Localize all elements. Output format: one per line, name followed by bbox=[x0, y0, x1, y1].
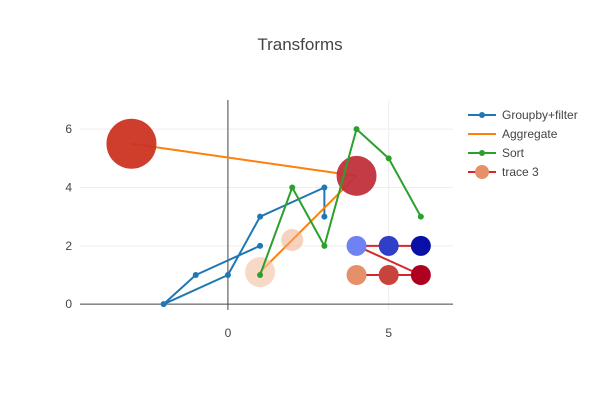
series-line bbox=[259, 128, 422, 276]
legend-label: trace 3 bbox=[502, 165, 539, 179]
point-marker bbox=[192, 272, 199, 278]
bubble-marker bbox=[378, 265, 399, 285]
point-marker bbox=[224, 272, 231, 278]
point-marker bbox=[385, 155, 392, 162]
series-segment bbox=[356, 244, 422, 276]
bubble-marker bbox=[378, 235, 399, 256]
series-sort bbox=[257, 126, 424, 278]
legend-item-aggregate: Aggregate bbox=[468, 127, 558, 141]
point-marker bbox=[257, 242, 264, 249]
point-marker bbox=[257, 213, 264, 220]
series-groupby-filter bbox=[160, 184, 328, 308]
legend-label: Aggregate bbox=[502, 127, 558, 141]
bubble-marker bbox=[106, 118, 157, 169]
axes: 0 2 4 6 0 5 bbox=[65, 100, 453, 340]
point-marker bbox=[321, 242, 328, 249]
series-aggregate bbox=[106, 118, 377, 288]
point-marker bbox=[289, 184, 296, 191]
legend: Groupby+filter Aggregate Sort trace 3 bbox=[468, 108, 578, 179]
legend-item-groupby-filter: Groupby+filter bbox=[468, 108, 578, 122]
legend-item-sort: Sort bbox=[468, 146, 525, 160]
y-tick-label: 6 bbox=[65, 122, 72, 136]
bubble-marker bbox=[281, 229, 304, 251]
point-marker bbox=[417, 213, 424, 220]
point-marker bbox=[160, 301, 167, 308]
point-marker bbox=[257, 272, 264, 278]
bubble-marker bbox=[346, 265, 367, 285]
bubble-marker bbox=[346, 235, 367, 256]
chart-title: Transforms bbox=[257, 35, 342, 54]
y-tick-label: 0 bbox=[65, 297, 72, 311]
point-marker bbox=[321, 184, 328, 191]
legend-marker bbox=[479, 150, 485, 156]
point-marker bbox=[321, 213, 328, 220]
series-trace-3 bbox=[346, 235, 431, 285]
legend-marker bbox=[479, 112, 485, 118]
bubble-marker bbox=[410, 265, 431, 285]
legend-label: Sort bbox=[502, 146, 525, 160]
x-tick-label: 0 bbox=[225, 326, 232, 340]
x-tick-label: 5 bbox=[385, 326, 392, 340]
y-tick-label: 2 bbox=[65, 239, 72, 253]
plot-area bbox=[106, 118, 431, 308]
legend-marker bbox=[475, 165, 489, 179]
legend-label: Groupby+filter bbox=[502, 108, 578, 122]
y-tick-label: 4 bbox=[65, 181, 72, 195]
point-marker bbox=[353, 126, 360, 133]
bubble-marker bbox=[336, 155, 377, 196]
bubble-marker bbox=[410, 235, 431, 256]
legend-item-trace-3: trace 3 bbox=[468, 165, 539, 179]
